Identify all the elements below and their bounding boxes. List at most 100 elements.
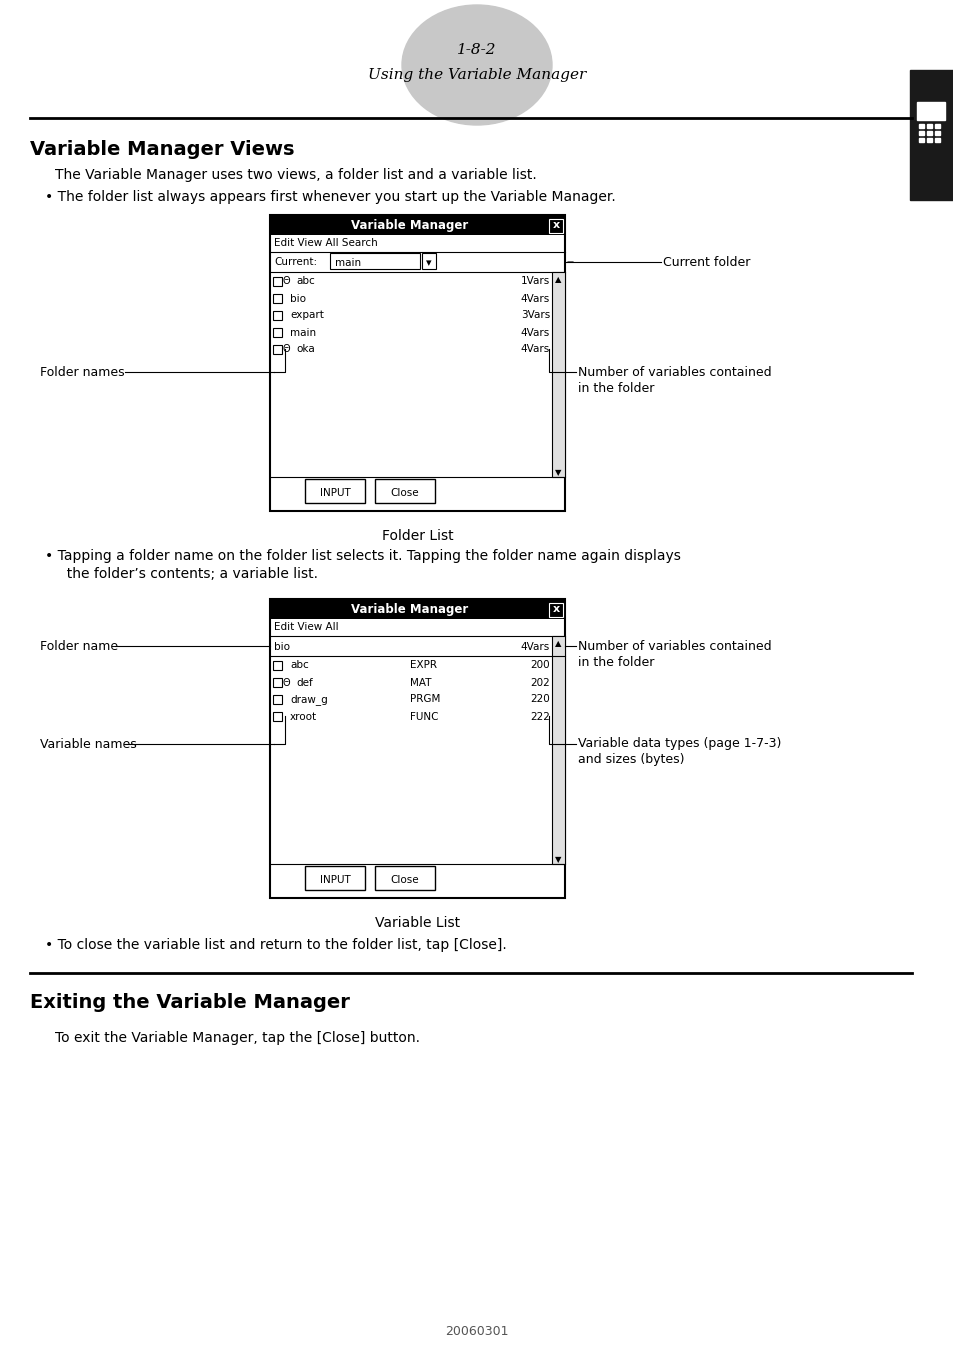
Text: Current:: Current: <box>274 256 316 267</box>
Bar <box>552 271 564 477</box>
Text: and sizes (bytes): and sizes (bytes) <box>578 753 684 767</box>
Text: 4Vars: 4Vars <box>520 328 550 338</box>
Text: 222: 222 <box>530 711 550 721</box>
Text: INPUT: INPUT <box>319 875 350 886</box>
Text: oka: oka <box>295 344 314 355</box>
Bar <box>926 131 931 135</box>
Text: ▼: ▼ <box>555 856 561 864</box>
Bar <box>273 662 282 670</box>
Text: The Variable Manager uses two views, a folder list and a variable list.: The Variable Manager uses two views, a f… <box>55 167 537 182</box>
Text: Edit View All Search: Edit View All Search <box>274 239 377 248</box>
Text: 4Vars: 4Vars <box>520 293 550 304</box>
Text: Variable List: Variable List <box>375 917 459 930</box>
Bar <box>273 711 282 721</box>
Text: • To close the variable list and return to the folder list, tap [Close].: • To close the variable list and return … <box>45 938 506 952</box>
Bar <box>375 865 435 890</box>
Bar <box>421 252 436 269</box>
Text: To exit the Variable Manager, tap the [Close] button.: To exit the Variable Manager, tap the [C… <box>55 1031 419 1045</box>
Bar <box>926 138 931 142</box>
Bar <box>330 252 419 269</box>
Text: 1-8-2: 1-8-2 <box>456 43 497 57</box>
Bar <box>548 603 562 617</box>
Bar <box>934 124 939 128</box>
Bar <box>918 138 923 142</box>
Bar <box>273 678 282 687</box>
Bar <box>273 328 282 338</box>
Text: ▲: ▲ <box>555 640 561 648</box>
Text: Folder name: Folder name <box>40 640 118 652</box>
Text: Number of variables contained: Number of variables contained <box>578 366 771 378</box>
Text: Close: Close <box>391 875 419 886</box>
Bar <box>273 695 282 703</box>
Text: 4Vars: 4Vars <box>520 643 550 652</box>
Text: Θ: Θ <box>282 277 290 286</box>
Text: Variable Manager: Variable Manager <box>351 602 468 616</box>
Text: x: x <box>552 605 559 614</box>
Bar <box>918 131 923 135</box>
Text: draw_g: draw_g <box>290 694 328 705</box>
Text: ▾: ▾ <box>426 258 432 269</box>
Text: 20060301: 20060301 <box>445 1324 508 1338</box>
Text: 3Vars: 3Vars <box>520 310 550 320</box>
Bar <box>548 219 562 234</box>
Bar <box>552 636 564 864</box>
Bar <box>934 131 939 135</box>
Bar <box>273 310 282 320</box>
Text: • The folder list always appears first whenever you start up the Variable Manage: • The folder list always appears first w… <box>45 190 615 204</box>
Bar <box>273 346 282 354</box>
Text: abc: abc <box>295 277 314 286</box>
Text: Number of variables contained: Number of variables contained <box>578 640 771 652</box>
Bar <box>305 865 365 890</box>
Bar <box>909 70 953 200</box>
Text: expart: expart <box>290 310 323 320</box>
Text: Folder names: Folder names <box>40 366 125 378</box>
Ellipse shape <box>401 5 552 126</box>
Text: 220: 220 <box>530 694 550 705</box>
Text: Variable Manager: Variable Manager <box>351 219 468 231</box>
Text: Using the Variable Manager: Using the Variable Manager <box>368 68 585 82</box>
Bar <box>375 479 435 504</box>
Text: abc: abc <box>290 660 309 671</box>
Text: x: x <box>552 220 559 231</box>
Text: 200: 200 <box>530 660 550 671</box>
Text: MAT: MAT <box>410 678 431 687</box>
Text: 1Vars: 1Vars <box>520 277 550 286</box>
Text: ▲: ▲ <box>555 275 561 285</box>
Text: Folder List: Folder List <box>381 529 453 543</box>
Bar <box>273 294 282 302</box>
Text: Exiting the Variable Manager: Exiting the Variable Manager <box>30 994 350 1012</box>
Text: EXPR: EXPR <box>410 660 436 671</box>
Text: FUNC: FUNC <box>410 711 438 721</box>
Bar <box>270 599 564 898</box>
Text: main: main <box>335 258 361 269</box>
Bar <box>273 277 282 286</box>
Text: main: main <box>290 328 315 338</box>
Text: the folder’s contents; a variable list.: the folder’s contents; a variable list. <box>58 567 317 580</box>
Text: Variable names: Variable names <box>40 737 136 751</box>
Bar <box>918 124 923 128</box>
Text: • Tapping a folder name on the folder list selects it. Tapping the folder name a: • Tapping a folder name on the folder li… <box>45 549 680 563</box>
Text: Variable data types (page 1-7-3): Variable data types (page 1-7-3) <box>578 737 781 751</box>
Text: Θ: Θ <box>282 678 290 687</box>
Text: Close: Close <box>391 487 419 498</box>
Bar <box>305 479 365 504</box>
Text: INPUT: INPUT <box>319 487 350 498</box>
Text: Edit View All: Edit View All <box>274 622 338 633</box>
Text: PRGM: PRGM <box>410 694 440 705</box>
Text: in the folder: in the folder <box>578 382 654 394</box>
Text: xroot: xroot <box>290 711 316 721</box>
Text: bio: bio <box>290 293 306 304</box>
Bar <box>916 103 944 120</box>
Bar <box>270 599 564 620</box>
Text: 4Vars: 4Vars <box>520 344 550 355</box>
Bar <box>270 215 564 512</box>
Text: bio: bio <box>274 643 290 652</box>
Text: Current folder: Current folder <box>662 255 750 269</box>
Text: Variable Manager Views: Variable Manager Views <box>30 140 294 159</box>
Bar <box>270 215 564 235</box>
Text: def: def <box>295 678 313 687</box>
Text: 202: 202 <box>530 678 550 687</box>
Text: Θ: Θ <box>282 344 290 355</box>
Bar <box>926 124 931 128</box>
Text: ▼: ▼ <box>555 468 561 478</box>
